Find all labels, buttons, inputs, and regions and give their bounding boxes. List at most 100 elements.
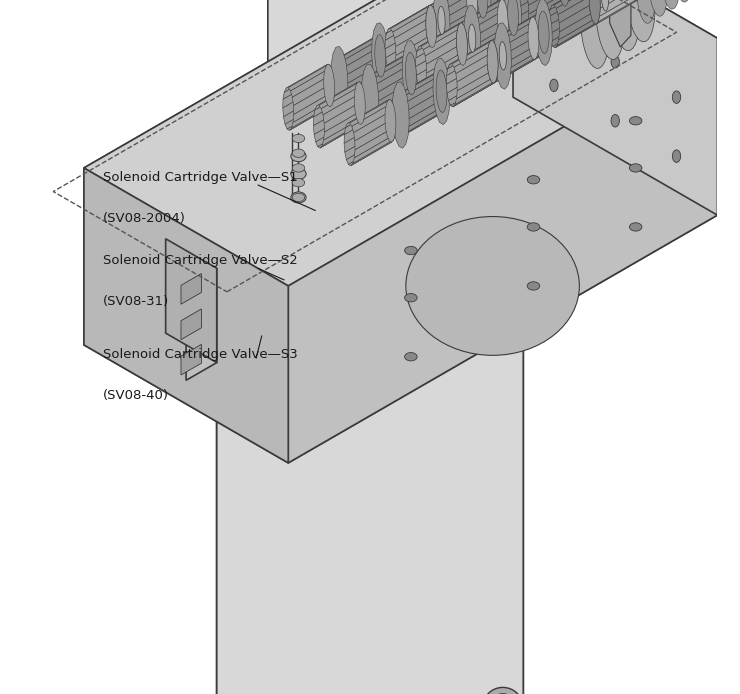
- Polygon shape: [494, 0, 536, 12]
- Polygon shape: [395, 32, 437, 63]
- Polygon shape: [551, 18, 593, 46]
- Polygon shape: [559, 0, 600, 32]
- Polygon shape: [387, 42, 430, 70]
- Polygon shape: [662, 0, 679, 9]
- Polygon shape: [391, 45, 434, 71]
- Polygon shape: [467, 26, 508, 58]
- Ellipse shape: [611, 115, 619, 127]
- Polygon shape: [418, 60, 461, 87]
- Polygon shape: [416, 28, 458, 58]
- Polygon shape: [404, 105, 446, 134]
- Polygon shape: [453, 81, 496, 107]
- Polygon shape: [425, 32, 467, 64]
- Polygon shape: [504, 51, 547, 77]
- Polygon shape: [283, 93, 326, 124]
- Polygon shape: [386, 6, 429, 33]
- Polygon shape: [535, 0, 552, 66]
- Polygon shape: [294, 82, 334, 115]
- Polygon shape: [406, 96, 447, 128]
- Polygon shape: [314, 102, 355, 135]
- Ellipse shape: [292, 178, 305, 187]
- Polygon shape: [425, 49, 468, 81]
- Polygon shape: [436, 0, 477, 19]
- Polygon shape: [451, 82, 494, 107]
- Polygon shape: [494, 57, 536, 83]
- Polygon shape: [442, 0, 485, 2]
- Polygon shape: [496, 0, 538, 10]
- Polygon shape: [457, 23, 468, 65]
- Ellipse shape: [292, 194, 305, 201]
- Polygon shape: [437, 5, 479, 36]
- Polygon shape: [347, 99, 391, 124]
- Polygon shape: [472, 0, 515, 20]
- Polygon shape: [487, 37, 528, 69]
- Polygon shape: [611, 0, 639, 51]
- Polygon shape: [593, 0, 637, 24]
- Polygon shape: [314, 94, 354, 126]
- Polygon shape: [596, 0, 625, 60]
- Polygon shape: [406, 87, 447, 120]
- Ellipse shape: [673, 91, 681, 103]
- Polygon shape: [421, 23, 464, 49]
- Polygon shape: [417, 52, 459, 83]
- Polygon shape: [365, 57, 407, 87]
- Polygon shape: [402, 110, 445, 136]
- Polygon shape: [502, 11, 546, 37]
- Polygon shape: [474, 0, 491, 31]
- Ellipse shape: [405, 246, 417, 255]
- Polygon shape: [436, 8, 477, 40]
- Ellipse shape: [630, 117, 642, 125]
- Polygon shape: [538, 11, 549, 53]
- Polygon shape: [496, 51, 538, 81]
- Polygon shape: [283, 85, 324, 117]
- Ellipse shape: [630, 164, 642, 172]
- Polygon shape: [433, 0, 450, 54]
- Polygon shape: [425, 5, 437, 48]
- Polygon shape: [283, 69, 325, 99]
- Polygon shape: [416, 43, 457, 76]
- Polygon shape: [417, 24, 460, 51]
- Polygon shape: [518, 0, 559, 8]
- Polygon shape: [475, 28, 518, 57]
- Polygon shape: [331, 46, 348, 113]
- Polygon shape: [598, 0, 640, 22]
- Polygon shape: [284, 65, 327, 92]
- Polygon shape: [565, 0, 608, 6]
- Polygon shape: [386, 10, 427, 40]
- Polygon shape: [314, 87, 356, 117]
- Ellipse shape: [527, 282, 539, 290]
- Polygon shape: [498, 35, 539, 67]
- Polygon shape: [84, 0, 717, 286]
- Polygon shape: [451, 82, 494, 107]
- Polygon shape: [344, 61, 386, 93]
- Polygon shape: [556, 0, 599, 15]
- Polygon shape: [346, 100, 389, 128]
- Polygon shape: [451, 40, 495, 67]
- Polygon shape: [166, 239, 217, 362]
- Polygon shape: [292, 99, 334, 128]
- Polygon shape: [373, 87, 416, 116]
- Polygon shape: [289, 64, 332, 91]
- Polygon shape: [336, 71, 379, 99]
- Ellipse shape: [169, 198, 571, 350]
- Polygon shape: [443, 16, 485, 42]
- Polygon shape: [394, 15, 437, 46]
- Polygon shape: [437, 0, 480, 4]
- Polygon shape: [370, 52, 413, 79]
- Polygon shape: [354, 109, 396, 141]
- Polygon shape: [343, 44, 386, 76]
- Polygon shape: [391, 5, 434, 32]
- Polygon shape: [403, 40, 420, 107]
- Ellipse shape: [527, 223, 539, 231]
- Polygon shape: [268, 0, 478, 148]
- Polygon shape: [349, 141, 391, 166]
- Polygon shape: [528, 17, 539, 60]
- Text: (SV08-2004): (SV08-2004): [103, 212, 186, 225]
- Polygon shape: [217, 186, 523, 694]
- Polygon shape: [367, 89, 410, 117]
- Polygon shape: [385, 17, 426, 49]
- Polygon shape: [446, 2, 488, 34]
- Ellipse shape: [405, 353, 417, 361]
- Polygon shape: [374, 62, 416, 94]
- Polygon shape: [396, 23, 437, 56]
